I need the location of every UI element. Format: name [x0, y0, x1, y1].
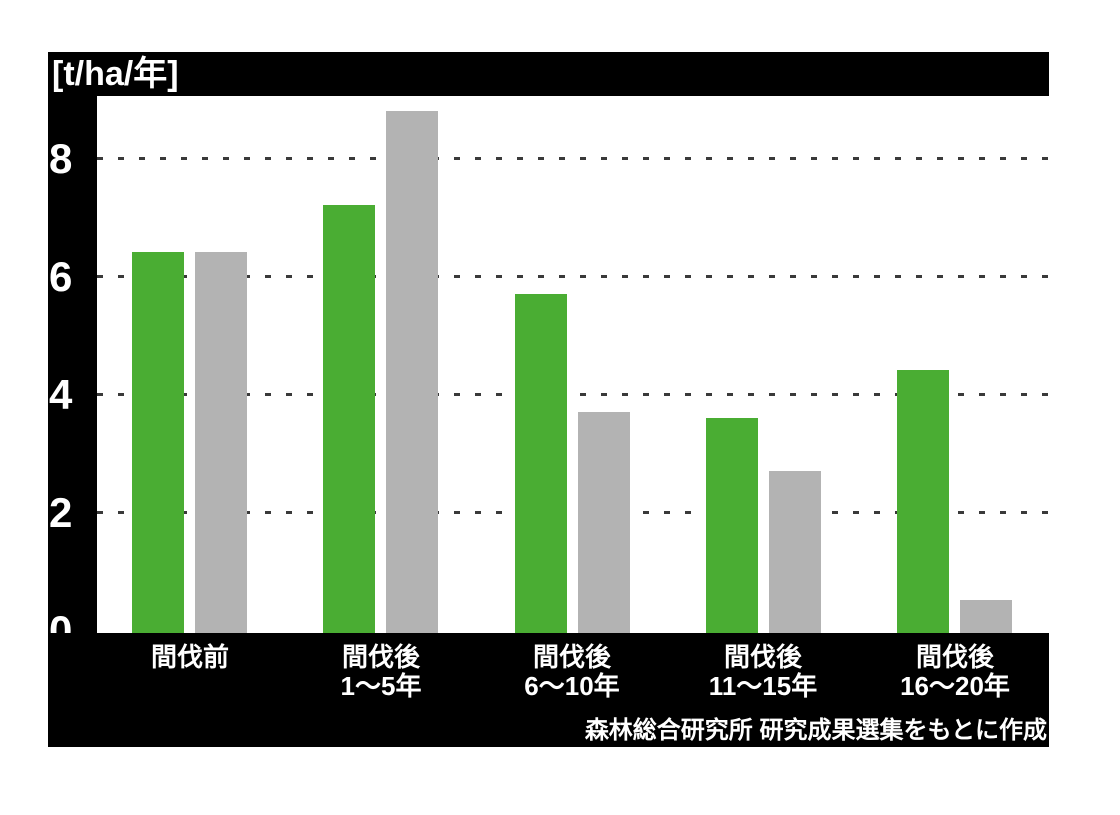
- bar-green-series-0: [132, 252, 184, 633]
- y-tick-label-6: 6: [49, 253, 73, 300]
- gridline-4: [97, 393, 1049, 396]
- bar-green-series-2: [515, 294, 567, 633]
- bar-gray-series-2: [578, 412, 630, 633]
- x-tick-label-2-line-1: 間伐後: [532, 642, 611, 672]
- x-tick-label-3-line-2: 11〜15年: [708, 671, 818, 701]
- x-tick-label-4: 間伐後 16〜20年: [859, 643, 1051, 701]
- x-tick-label-1-line-2: 1〜5年: [340, 671, 422, 701]
- gridline-6: [97, 275, 1049, 278]
- bar-green-series-3: [706, 418, 758, 633]
- gridline-2: [97, 511, 1049, 514]
- x-tick-label-3-line-1: 間伐後: [723, 642, 802, 672]
- x-tick-label-2: 間伐後 6〜10年: [476, 643, 668, 701]
- bar-green-series-4: [897, 370, 949, 633]
- bar-gray-series-0: [195, 252, 247, 633]
- x-tick-label-1-line-1: 間伐後: [341, 642, 420, 672]
- x-tick-label-4-line-2: 16〜20年: [900, 671, 1010, 701]
- x-tick-label-2-line-2: 6〜10年: [524, 671, 620, 701]
- bar-gray-series-1: [386, 111, 438, 633]
- unit-band: [t/ha/年]: [48, 52, 1049, 96]
- x-tick-label-0: 間伐前: [94, 643, 286, 672]
- bar-gray-series-3: [769, 471, 821, 633]
- source-note: 森林総合研究所 研究成果選集をもとに作成: [584, 717, 1047, 744]
- y-axis-unit-label: [t/ha/年]: [52, 55, 179, 93]
- plot-area: [97, 96, 1049, 633]
- x-tick-label-0-line-1: 間伐前: [150, 642, 229, 672]
- x-axis-band: 森林総合研究所 研究成果選集をもとに作成 間伐前 間伐後 1〜5年 間伐後 6〜10年間…: [48, 633, 1049, 747]
- bar-gray-series-4: [960, 600, 1012, 633]
- y-tick-label-4: 4: [49, 371, 73, 418]
- y-tick-label-2: 2: [49, 489, 73, 536]
- x-tick-label-1: 間伐後 1〜5年: [285, 643, 477, 701]
- gridline-8: [97, 157, 1049, 160]
- x-tick-label-4-line-1: 間伐後: [915, 642, 994, 672]
- x-tick-label-3: 間伐後 11〜15年: [667, 643, 859, 701]
- bar-green-series-1: [323, 205, 375, 633]
- y-tick-label-8: 8: [49, 135, 73, 182]
